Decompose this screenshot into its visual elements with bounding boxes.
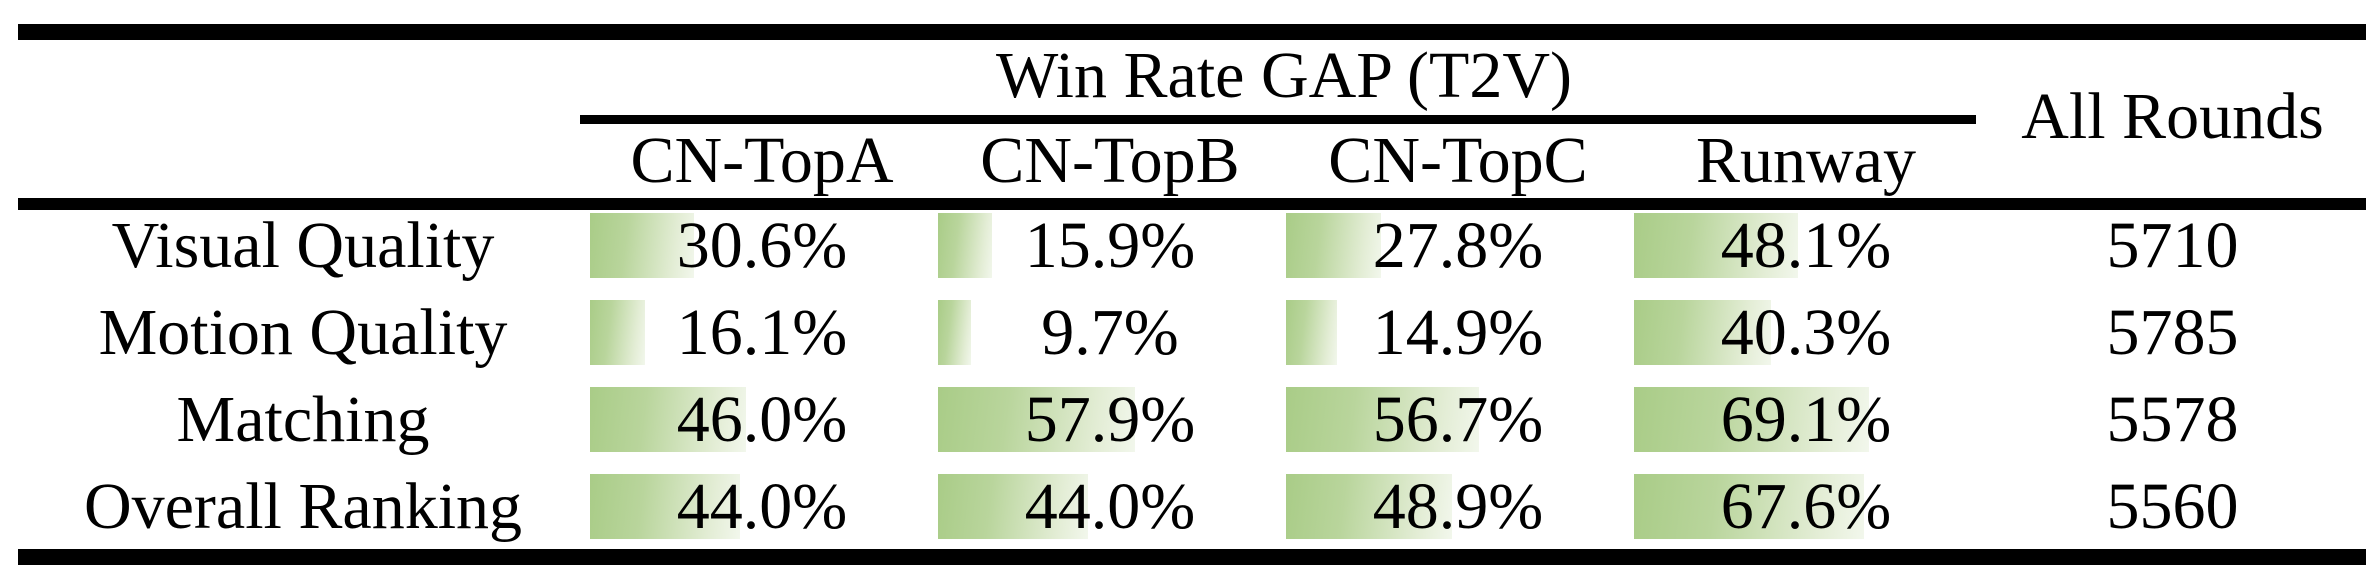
win-rate-cell: 15.9% <box>936 208 1284 282</box>
win-rate-cell: 69.1% <box>1632 382 1980 456</box>
win-rate-cell: 48.9% <box>1284 469 1632 543</box>
bar-track <box>1634 300 1974 365</box>
bar-track <box>1634 213 1974 278</box>
column-header-cn-topc: CN-TopC <box>1328 124 1588 197</box>
win-rate-cell: 46.0% <box>588 382 936 456</box>
win-rate-cell: 44.0% <box>936 469 1284 543</box>
win-rate-bar <box>1286 387 1479 452</box>
bar-track <box>1634 387 1974 452</box>
win-rate-cell: 9.7% <box>936 295 1284 369</box>
bar-track <box>938 387 1278 452</box>
bar-track <box>1286 474 1626 539</box>
all-rounds-value: 5560 <box>2106 469 2239 543</box>
all-rounds-value: 5578 <box>2106 382 2239 456</box>
win-rate-value: 15.9% <box>1024 208 1196 282</box>
win-rate-bar <box>938 300 971 365</box>
win-rate-bar <box>1634 300 1772 365</box>
win-rate-cell: 44.0% <box>588 469 936 543</box>
bar-track <box>590 300 930 365</box>
bar-track <box>590 387 930 452</box>
win-rate-bar <box>590 387 747 452</box>
all-rounds-value: 5785 <box>2106 295 2239 369</box>
win-rate-bar <box>590 300 645 365</box>
header-separator-rule <box>18 198 2366 210</box>
win-rate-value: 30.6% <box>676 208 848 282</box>
win-rate-bar <box>938 387 1135 452</box>
bar-track <box>1286 300 1626 365</box>
bar-track <box>1634 474 1974 539</box>
win-rate-cell: 14.9% <box>1284 295 1632 369</box>
table-top-rule <box>18 24 2366 40</box>
win-rate-value: 56.7% <box>1372 382 1544 456</box>
table-bottom-rule <box>18 549 2366 565</box>
win-rate-bar <box>590 474 740 539</box>
column-header-runway: Runway <box>1696 124 1916 197</box>
all-rounds-value: 5710 <box>2106 208 2239 282</box>
win-rate-bar <box>1286 474 1453 539</box>
win-rate-cell: 48.1% <box>1632 208 1980 282</box>
win-rate-value: 69.1% <box>1720 382 1892 456</box>
bar-track <box>938 300 1278 365</box>
bar-track <box>590 474 930 539</box>
win-rate-value: 48.9% <box>1372 469 1544 543</box>
win-rate-bar <box>938 213 993 278</box>
row-label-visual-quality: Visual Quality <box>111 208 495 282</box>
win-rate-value: 46.0% <box>676 382 848 456</box>
win-rate-cell: 30.6% <box>588 208 936 282</box>
row-label-motion-quality: Motion Quality <box>98 295 508 369</box>
win-rate-value: 48.1% <box>1720 208 1892 282</box>
win-rate-value: 44.0% <box>1024 469 1196 543</box>
group-header-underline <box>580 115 1976 124</box>
win-rate-bar <box>1286 213 1381 278</box>
column-header-all-rounds: All Rounds <box>2021 80 2324 153</box>
win-rate-cell: 56.7% <box>1284 382 1632 456</box>
bar-track <box>938 213 1278 278</box>
win-rate-bar <box>1634 213 1798 278</box>
bar-track <box>590 213 930 278</box>
win-rate-value: 44.0% <box>676 469 848 543</box>
win-rate-bar <box>590 213 695 278</box>
win-rate-value: 40.3% <box>1720 295 1892 369</box>
win-rate-value: 27.8% <box>1372 208 1544 282</box>
win-rate-bar <box>938 474 1088 539</box>
win-rate-cell: 16.1% <box>588 295 936 369</box>
column-header-cn-topb: CN-TopB <box>980 124 1240 197</box>
row-label-overall-ranking: Overall Ranking <box>83 469 523 543</box>
win-rate-cell: 27.8% <box>1284 208 1632 282</box>
win-rate-value: 16.1% <box>676 295 848 369</box>
bar-track <box>938 474 1278 539</box>
win-rate-value: 67.6% <box>1720 469 1892 543</box>
win-rate-cell: 57.9% <box>936 382 1284 456</box>
win-rate-value: 57.9% <box>1024 382 1196 456</box>
row-label-matching: Matching <box>176 382 430 456</box>
bar-track <box>1286 387 1626 452</box>
win-rate-cell: 67.6% <box>1632 469 1980 543</box>
win-rate-value: 14.9% <box>1372 295 1544 369</box>
column-group-header: Win Rate GAP (T2V) <box>996 39 1572 112</box>
win-rate-cell: 40.3% <box>1632 295 1980 369</box>
win-rate-value: 9.7% <box>1041 295 1179 369</box>
win-rate-bar <box>1634 387 1869 452</box>
win-rate-bar <box>1634 474 1864 539</box>
win-rate-bar <box>1286 300 1337 365</box>
bar-track <box>1286 213 1626 278</box>
column-header-cn-topa: CN-TopA <box>630 124 894 197</box>
